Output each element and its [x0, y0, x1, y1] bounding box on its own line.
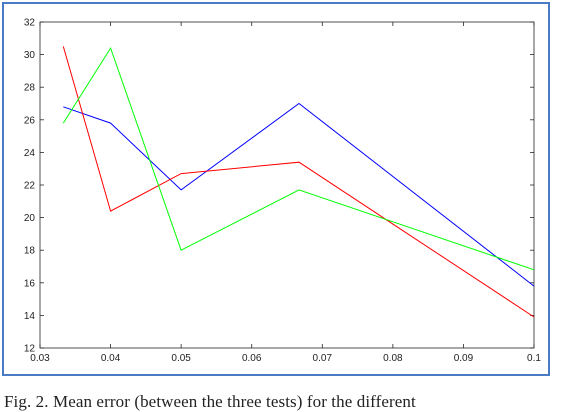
- y-tick-label: 26: [24, 115, 36, 126]
- y-tick-label: 14: [24, 311, 36, 322]
- series-line-1: [63, 102, 535, 287]
- x-tick-label: 0.1: [527, 353, 541, 364]
- y-tick-label: 28: [24, 83, 36, 94]
- x-tick-label: 0.05: [171, 353, 191, 364]
- y-tick-label: 22: [24, 181, 36, 192]
- y-tick-label: 18: [24, 246, 36, 257]
- x-tick-label: 0.07: [313, 353, 333, 364]
- y-tick-label: 16: [24, 278, 36, 289]
- y-tick-label: 24: [24, 148, 36, 159]
- x-tick-label: 0.03: [30, 353, 50, 364]
- x-tick-label: 0.04: [101, 353, 121, 364]
- y-tick-label: 20: [24, 213, 36, 224]
- series-line-3: [62, 46, 535, 271]
- y-tick-label: 32: [24, 18, 36, 29]
- y-tick-label: 12: [24, 344, 36, 355]
- figure-frame: 0.03 0.04 0.05 0.06 0.07 0.08 0.09 0.1 12 14 16 18 2…: [2, 2, 550, 376]
- x-tick-label: 0.06: [242, 353, 262, 364]
- x-tick-label: 0.08: [383, 353, 403, 364]
- figure-caption: Fig. 2. Mean error (between the three te…: [4, 392, 416, 411]
- line-chart: 0.03 0.04 0.05 0.06 0.07 0.08 0.09 0.1 12 14 16 18 2…: [24, 18, 542, 365]
- x-tick-label: 0.09: [454, 353, 474, 364]
- series-line-2: [62, 46, 535, 318]
- plot-area: [39, 21, 535, 349]
- y-tick-label: 30: [24, 50, 36, 61]
